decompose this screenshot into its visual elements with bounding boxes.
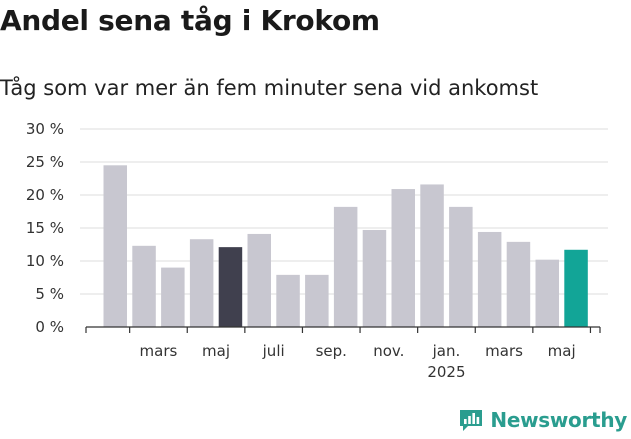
bar: [276, 274, 300, 327]
brand-logo: Newsworthy: [458, 407, 627, 433]
bar: [391, 189, 415, 327]
bar: [506, 241, 531, 327]
x-tick-label: jan.: [432, 342, 461, 360]
bar: [535, 259, 559, 327]
y-axis-ticks: 0 % 5 % 10 % 15 % 20 % 25 % 30 %: [26, 120, 64, 336]
bar: [189, 239, 214, 327]
y-tick-label: 15 %: [26, 219, 64, 237]
x-tick-label: juli: [262, 342, 285, 360]
y-tick-label: 10 %: [26, 252, 64, 270]
bar: [420, 184, 444, 327]
bar: [564, 249, 588, 327]
bar: [477, 231, 502, 327]
bar: [247, 233, 271, 327]
bar: [449, 206, 473, 327]
chart-subtitle: Tåg som var mer än fem minuter sena vid …: [0, 76, 539, 100]
bar: [333, 206, 358, 327]
y-tick-label: 20 %: [26, 186, 64, 204]
bar: [132, 245, 156, 327]
x-tick-label: sep.: [316, 342, 347, 360]
y-tick-label: 5 %: [35, 285, 64, 303]
x-axis-ticks: mars maj juli sep. nov. jan. 2025 mars maj: [85, 327, 601, 381]
bar: [161, 267, 185, 327]
x-tick-label: mars: [485, 342, 523, 360]
bar: [218, 247, 243, 327]
x-tick-sublabel: 2025: [427, 363, 465, 381]
newsworthy-logo-icon: [460, 410, 483, 431]
brand-name: Newsworthy: [490, 408, 627, 432]
x-tick-label: maj: [548, 342, 576, 360]
x-tick-label: nov.: [373, 342, 404, 360]
bar: [362, 229, 387, 327]
y-tick-label: 0 %: [35, 318, 64, 336]
y-tick-label: 30 %: [26, 120, 64, 138]
bar: [305, 274, 329, 327]
y-tick-label: 25 %: [26, 153, 64, 171]
chart-title: Andel sena tåg i Krokom: [0, 4, 380, 37]
x-tick-label: mars: [140, 342, 178, 360]
bars: [103, 165, 588, 327]
x-tick-label: maj: [202, 342, 230, 360]
bar: [103, 165, 127, 327]
